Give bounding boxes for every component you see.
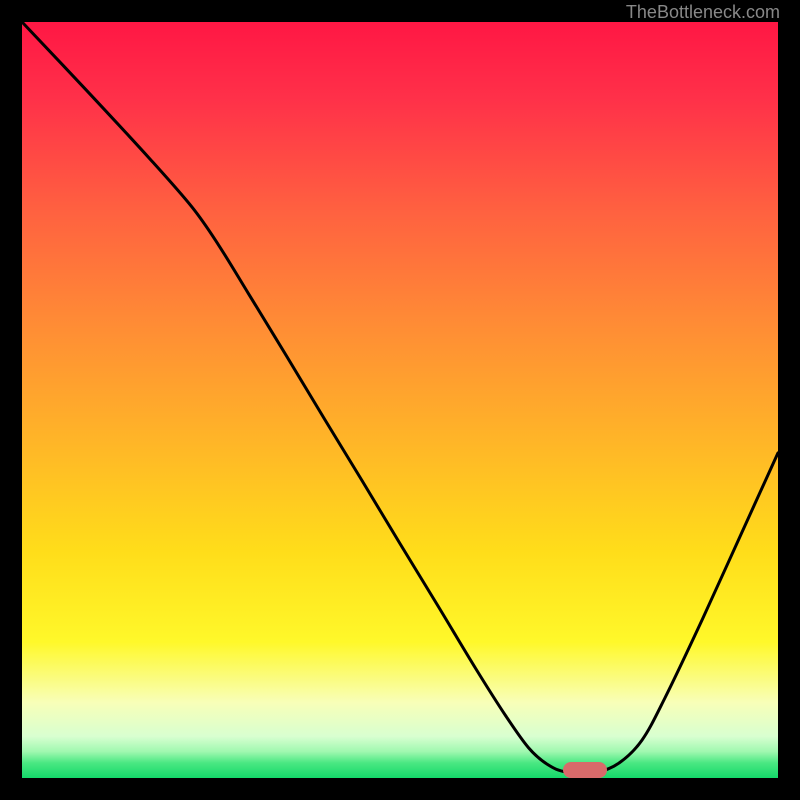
watermark-text: TheBottleneck.com — [626, 2, 780, 23]
bottleneck-curve — [22, 22, 778, 778]
optimal-marker — [563, 762, 607, 778]
plot-area — [22, 22, 778, 778]
